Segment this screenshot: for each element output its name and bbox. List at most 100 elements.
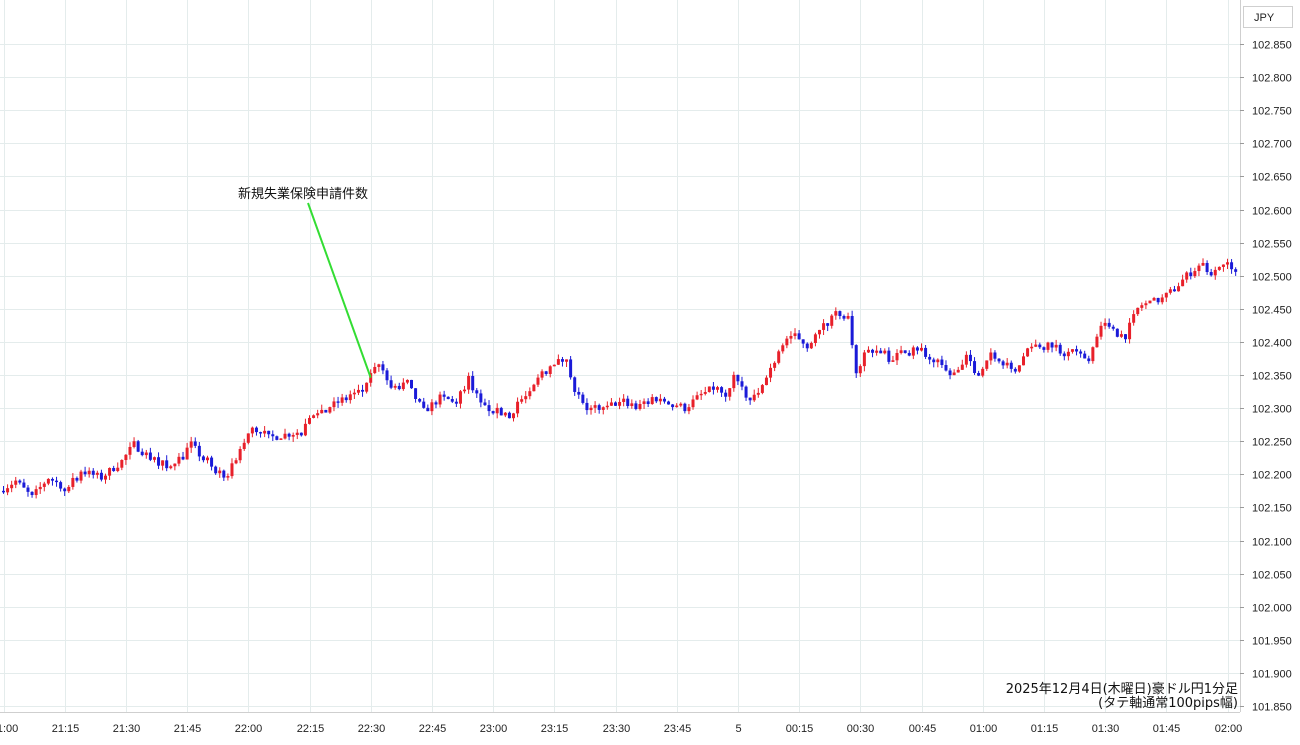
candle-down xyxy=(626,398,630,407)
candle-up xyxy=(830,315,834,326)
candle-down xyxy=(83,471,87,475)
x-tick-label: 23:30 xyxy=(603,723,631,735)
y-tick-label: 102.700 xyxy=(1252,139,1292,151)
candle-up xyxy=(1140,305,1144,308)
candle-down xyxy=(487,405,491,412)
candle-up xyxy=(377,364,381,367)
candle-down xyxy=(344,397,348,401)
candle-up xyxy=(985,360,989,369)
x-tick-label: 21:45 xyxy=(174,723,202,735)
candle-up xyxy=(1119,334,1123,337)
candle-up xyxy=(438,394,442,405)
candle-up xyxy=(495,407,499,414)
candle-down xyxy=(560,359,564,362)
candle-up xyxy=(1193,271,1197,277)
candle-up xyxy=(658,398,662,402)
candle-up xyxy=(532,384,536,392)
candle-up xyxy=(650,397,654,405)
annotation-pointer-line xyxy=(307,202,372,378)
candle-down xyxy=(573,377,577,392)
candle-down xyxy=(1009,362,1013,369)
candle-up xyxy=(467,375,471,390)
candle-down xyxy=(59,482,63,489)
candle-down xyxy=(614,402,617,406)
candle-down xyxy=(418,398,422,402)
candle-up xyxy=(1181,279,1185,287)
y-tick-label: 101.900 xyxy=(1252,669,1292,681)
candle-up xyxy=(536,377,540,385)
candle-down xyxy=(271,434,275,437)
candle-down xyxy=(924,347,928,357)
candle-down xyxy=(1058,344,1062,354)
candle-up xyxy=(46,478,50,484)
candle-up xyxy=(589,407,593,411)
candle-down xyxy=(454,401,458,404)
candle-up xyxy=(295,432,299,435)
x-tick-label: 23:15 xyxy=(541,723,569,735)
candle-up xyxy=(332,401,336,408)
candle-down xyxy=(201,456,205,461)
candle-down xyxy=(968,354,972,362)
candle-up xyxy=(891,360,895,362)
candle-down xyxy=(165,460,169,469)
candle-up xyxy=(132,441,136,447)
candle-up xyxy=(960,364,964,370)
candle-down xyxy=(499,407,503,416)
y-tick-label: 102.300 xyxy=(1252,404,1292,416)
x-tick-label: 21:30 xyxy=(113,723,141,735)
candle-up xyxy=(609,402,613,406)
y-axis: 102.850 102.800 102.750 102.700 102.650 102.6… xyxy=(1240,40,1292,714)
candle-up xyxy=(1201,262,1205,266)
y-tick-label: 102.100 xyxy=(1252,537,1292,549)
candle-up xyxy=(348,394,352,401)
candle-down xyxy=(210,457,214,467)
candle-down xyxy=(324,409,328,413)
candle-up xyxy=(230,463,234,477)
candle-down xyxy=(475,390,479,394)
candle-up xyxy=(605,405,609,408)
candle-down xyxy=(267,430,271,435)
y-tick-label: 102.600 xyxy=(1252,206,1292,218)
candle-down xyxy=(634,403,638,410)
candle-up xyxy=(185,447,189,460)
candle-up xyxy=(1034,344,1038,347)
candle-down xyxy=(91,470,95,475)
candle-up xyxy=(356,389,360,393)
candle-down xyxy=(748,397,752,401)
candle-up xyxy=(1217,266,1221,270)
candle-down xyxy=(112,467,116,472)
candle-down xyxy=(1001,361,1005,366)
candle-down xyxy=(222,470,226,478)
candle-down xyxy=(254,427,258,433)
y-tick-label: 102.750 xyxy=(1252,106,1292,118)
candle-up xyxy=(1054,344,1058,348)
candle-up xyxy=(1095,336,1099,348)
x-tick-label: 23:45 xyxy=(664,723,692,735)
candle-up xyxy=(556,359,560,365)
candle-up xyxy=(760,385,764,393)
candle-down xyxy=(977,373,981,376)
candle-down xyxy=(801,339,805,344)
candle-up xyxy=(548,366,552,374)
candle-up xyxy=(862,352,866,367)
candle-up xyxy=(124,454,128,461)
candle-up xyxy=(989,352,993,361)
candle-up xyxy=(981,368,985,376)
candle-up xyxy=(858,366,862,374)
candle-up xyxy=(10,484,14,489)
candle-up xyxy=(1221,264,1225,267)
y-tick-label: 102.650 xyxy=(1252,172,1292,184)
y-tick-label: 102.400 xyxy=(1252,338,1292,350)
candle-up xyxy=(393,385,397,388)
candle-down xyxy=(838,311,842,317)
candle-down xyxy=(18,480,22,483)
candle-up xyxy=(369,373,373,383)
candle-up xyxy=(303,423,307,436)
candle-down xyxy=(915,347,919,351)
candle-down xyxy=(1230,262,1234,270)
candle-down xyxy=(1075,349,1079,352)
candle-up xyxy=(405,379,409,383)
candle-up xyxy=(552,364,556,367)
candle-down xyxy=(993,352,997,359)
candle-up xyxy=(308,417,311,424)
